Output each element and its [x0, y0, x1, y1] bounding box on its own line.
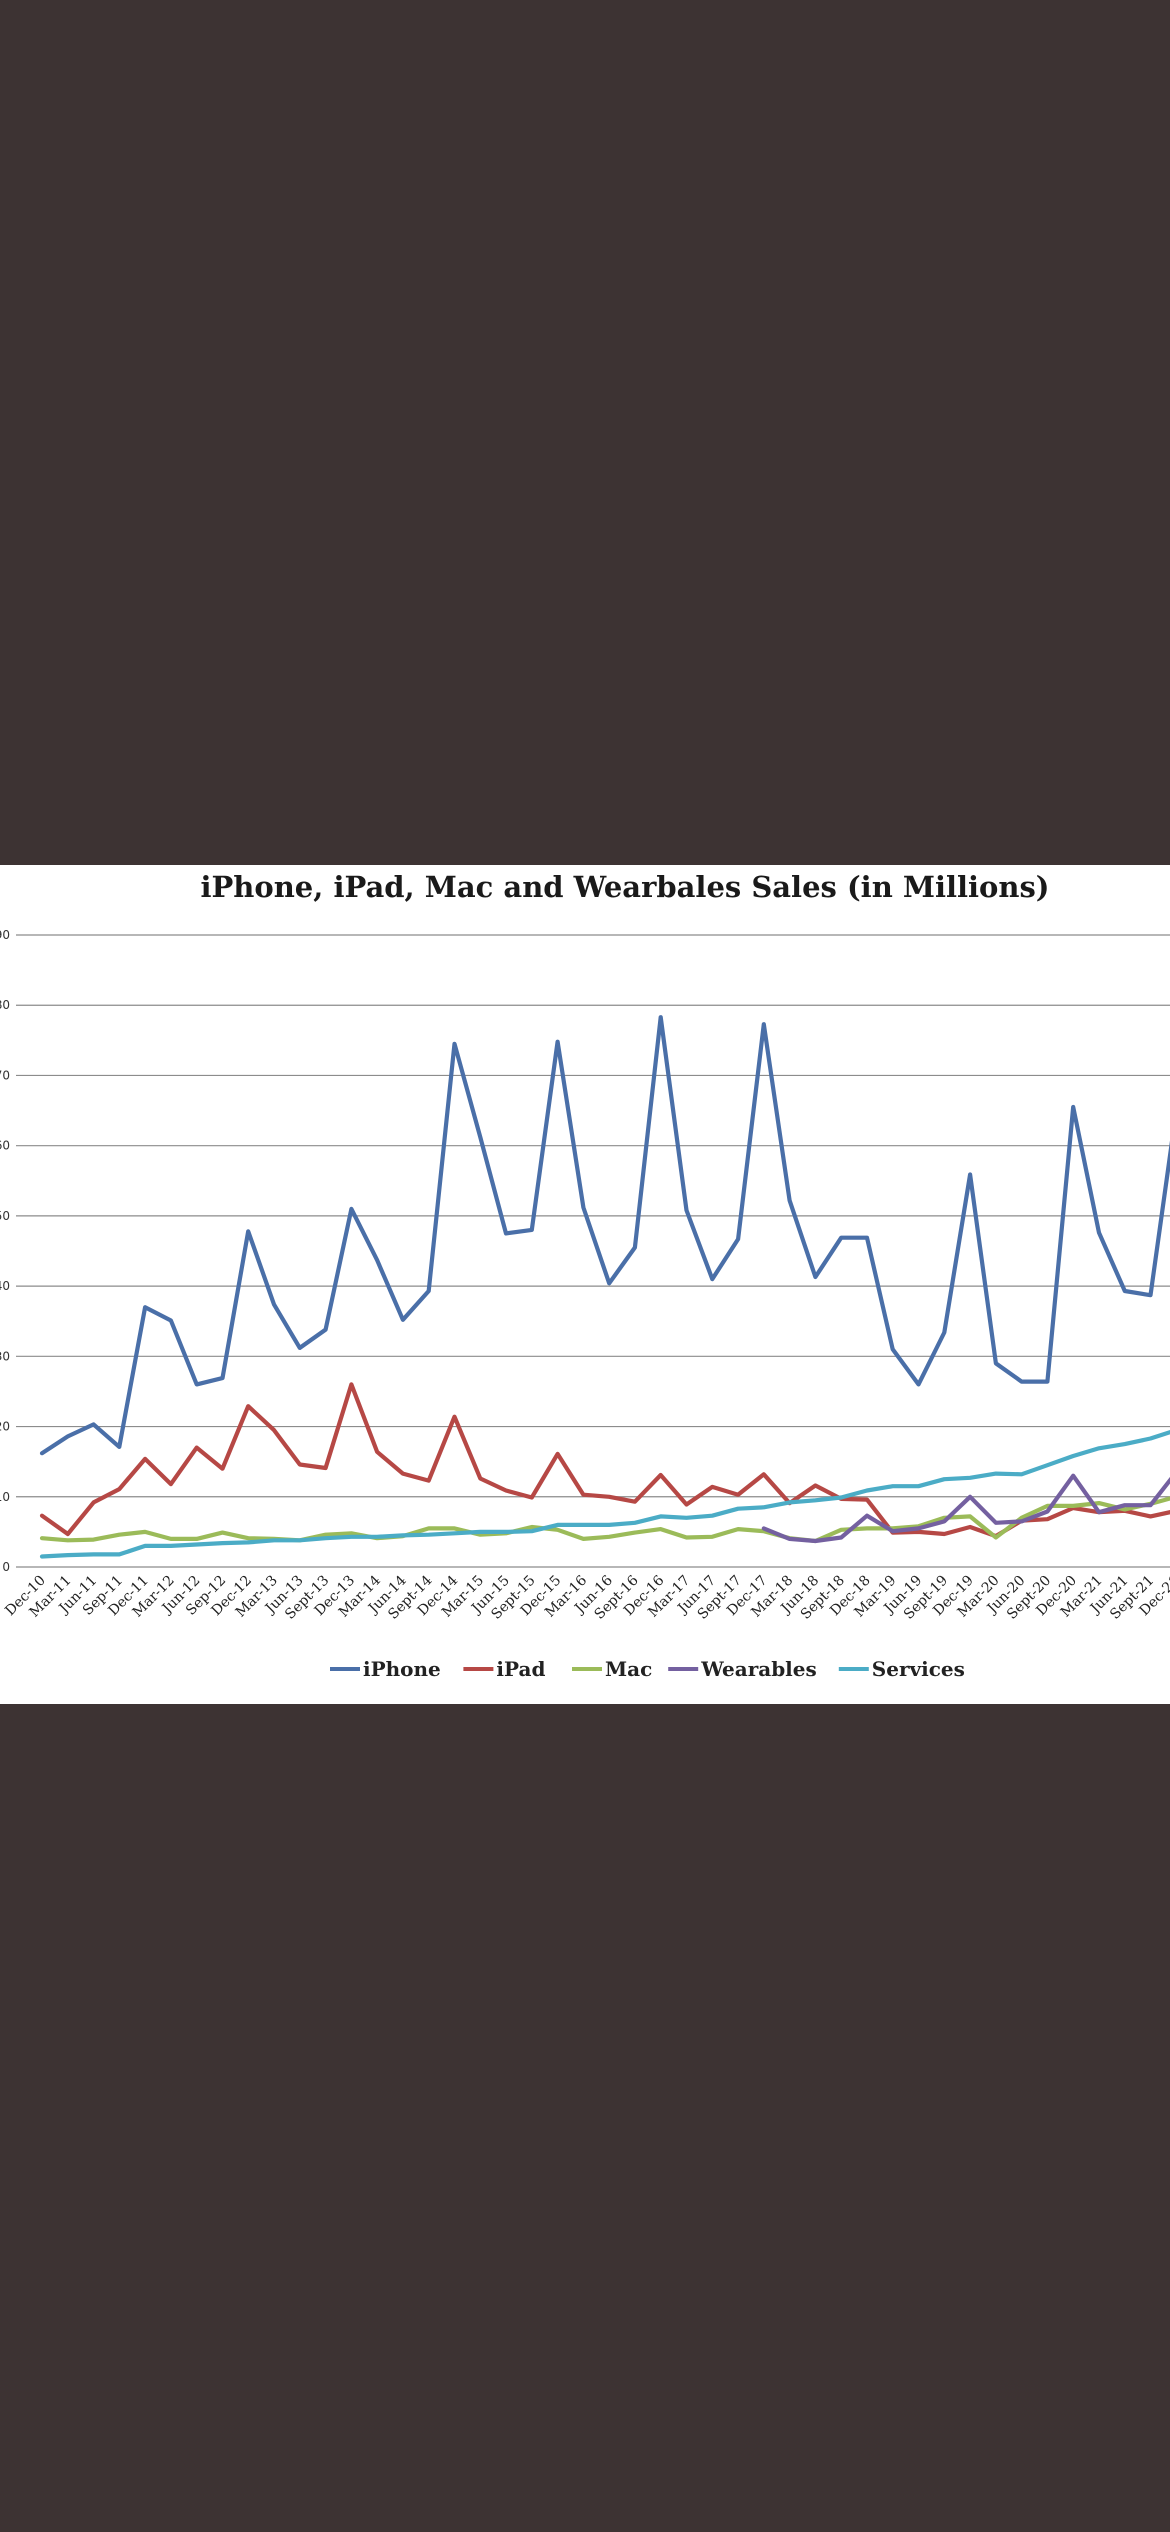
chart-image: iPhone, iPad, Mac and Wearbales Sales (i… [0, 865, 1170, 1704]
iphone-line [39, 1015, 1170, 1456]
legend-label: Services [872, 1657, 965, 1681]
legend-item-ipad: iPad [463, 1657, 545, 1681]
y-axis-ticks: 0 10 20 30 40 50 60 70 80 90 [0, 928, 10, 1574]
mac-series [39, 1496, 1170, 1544]
y-tick-label: 40 [0, 1279, 10, 1293]
chart-legend: iPhone iPad Mac Wearables Services [330, 1657, 965, 1681]
legend-label: iPhone [363, 1657, 441, 1681]
chart-gridlines [16, 934, 1170, 1568]
services-line [39, 1429, 1170, 1559]
wearables-line [761, 1473, 1170, 1544]
iphone-series [39, 1015, 1170, 1456]
legend-label: iPad [496, 1657, 545, 1681]
legend-label: Wearables [700, 1657, 817, 1681]
y-tick-label: 10 [0, 1490, 10, 1504]
ipad-line [39, 1382, 1170, 1539]
y-tick-label: 90 [0, 928, 10, 942]
legend-item-wearables: Wearables [668, 1657, 817, 1681]
line-chart: iPhone, iPad, Mac and Wearbales Sales (i… [0, 870, 1170, 1681]
y-tick-label: 20 [0, 1420, 10, 1434]
wearables-series [761, 1473, 1170, 1544]
chart-series [39, 1015, 1170, 1559]
legend-label: Mac [605, 1657, 652, 1681]
y-tick-label: 0 [2, 1560, 10, 1574]
y-tick-label: 50 [0, 1209, 10, 1223]
x-axis-ticks: Dec-10Mar-11Jun-11Sep-11Dec-11Mar-12Jun-… [2, 1572, 1170, 1622]
y-tick-label: 30 [0, 1349, 10, 1363]
legend-item-iphone: iPhone [330, 1657, 441, 1681]
chart-title: iPhone, iPad, Mac and Wearbales Sales (i… [200, 870, 1049, 904]
y-tick-label: 60 [0, 1139, 10, 1153]
ipad-series [39, 1382, 1170, 1539]
services-series [39, 1429, 1170, 1559]
y-tick-label: 70 [0, 1068, 10, 1082]
legend-item-services: Services [838, 1657, 965, 1681]
legend-item-mac: Mac [572, 1657, 652, 1681]
y-tick-label: 80 [0, 998, 10, 1012]
mac-line [39, 1496, 1170, 1544]
